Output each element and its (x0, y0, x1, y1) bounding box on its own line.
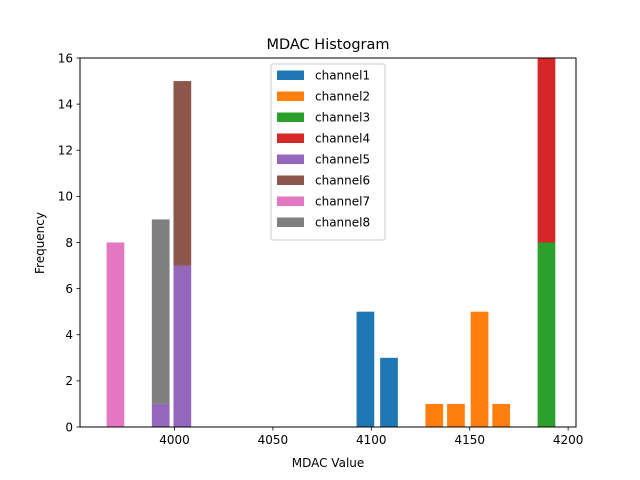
y-tick-label: 16 (58, 51, 73, 65)
y-tick-label: 6 (65, 282, 73, 296)
x-tick-label: 4200 (553, 433, 584, 447)
y-tick-label: 10 (58, 190, 73, 204)
bar-channel2-4143 (447, 403, 465, 427)
legend-label-channel6: channel6 (315, 174, 370, 188)
bar-channel1-4097 (356, 311, 375, 427)
legend-swatch-channel5 (277, 154, 304, 164)
legend-label-channel3: channel3 (315, 111, 370, 125)
y-tick-label: 4 (65, 328, 73, 342)
bar-channel4-4189 (537, 58, 556, 243)
bar-channel5-3993 (151, 403, 170, 427)
x-tick-label: 4000 (159, 433, 190, 447)
bar-channel8-3993 (151, 219, 170, 404)
legend-swatch-channel6 (277, 175, 304, 185)
legend-label-channel4: channel4 (315, 132, 370, 146)
y-tick-label: 12 (58, 144, 73, 158)
legend-swatch-channel8 (277, 217, 304, 227)
legend-swatch-channel3 (277, 112, 304, 122)
legend-box (270, 63, 386, 241)
bar-channel7-3970 (106, 242, 125, 427)
bars-layer (106, 58, 556, 427)
legend-label-channel1: channel1 (315, 69, 370, 83)
legend-label-channel2: channel2 (315, 90, 370, 104)
legend-swatch-channel2 (277, 91, 304, 101)
legend: channel1 channel2 channel3 channel4 channel5… (270, 63, 386, 241)
chart-title: MDAC Histogram (266, 37, 389, 53)
bar-channel5-4004 (173, 265, 192, 427)
bar-channel1-4109 (380, 357, 398, 427)
bar-channel2-4155 (470, 311, 489, 427)
y-tick-label: 0 (65, 420, 73, 434)
x-tick-label: 4100 (356, 433, 387, 447)
bar-channel2-4166 (492, 403, 511, 427)
y-tick-label: 14 (58, 97, 73, 111)
legend-swatch-channel1 (277, 70, 304, 80)
bar-channel6-4004 (173, 81, 192, 266)
bar-channel3-4189 (537, 242, 556, 427)
y-axis-label: Frequency (33, 212, 47, 274)
y-tick-label: 8 (65, 236, 73, 250)
legend-label-channel7: channel7 (315, 195, 370, 209)
x-axis-ticks: 4000 4050 4100 4150 4200 (159, 427, 583, 447)
legend-label-channel8: channel8 (315, 216, 370, 230)
x-axis-label: MDAC Value (292, 456, 365, 470)
legend-swatch-channel7 (277, 196, 304, 206)
x-tick-label: 4150 (454, 433, 485, 447)
x-tick-label: 4050 (258, 433, 289, 447)
y-tick-label: 2 (65, 374, 73, 388)
legend-swatch-channel4 (277, 133, 304, 143)
bar-channel2-4132 (425, 403, 444, 427)
legend-label-channel5: channel5 (315, 153, 370, 167)
y-axis-ticks: 0 2 4 6 8 10 12 14 16 (58, 51, 80, 434)
